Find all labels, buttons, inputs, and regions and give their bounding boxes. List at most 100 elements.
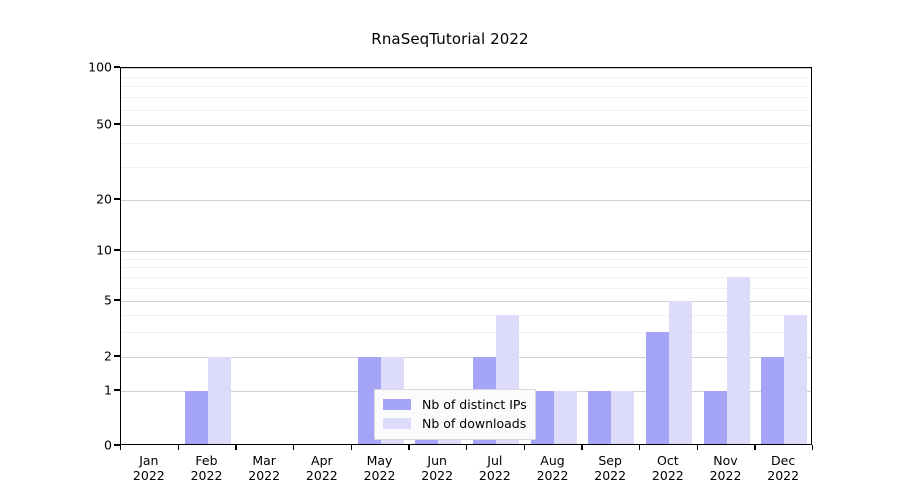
x-tick-mark — [293, 445, 295, 450]
gridline-minor — [121, 86, 811, 88]
legend-swatch-distinct-ips — [383, 399, 411, 410]
chart-title: RnaSeqTutorial 2022 — [371, 30, 529, 48]
x-tick-mark — [177, 445, 180, 450]
x-tick-label-year: 2022 — [709, 468, 742, 483]
bar-distinct-ips — [703, 391, 727, 444]
x-tick-label: Jun 2022 — [421, 453, 453, 483]
gridline-major — [121, 251, 811, 252]
x-tick-label: May 2022 — [364, 453, 396, 483]
y-tick-mark — [114, 66, 120, 68]
x-tick-mark — [466, 445, 468, 450]
gridline-minor — [121, 314, 811, 316]
x-tick-mark — [812, 445, 814, 450]
x-tick-label-year: 2022 — [190, 468, 223, 483]
gridline-minor — [121, 267, 811, 269]
x-tick-label: Feb 2022 — [191, 453, 223, 483]
bar-distinct-ips — [761, 357, 785, 444]
bar-downloads — [207, 357, 231, 444]
x-tick-label: Jul 2022 — [479, 453, 511, 483]
x-tick-mark — [235, 445, 237, 450]
x-tick-label: Apr 2022 — [306, 453, 338, 483]
x-tick-mark — [754, 445, 756, 450]
y-tick-mark — [114, 123, 120, 125]
x-tick-mark — [639, 445, 641, 450]
x-tick-label-month: Feb — [195, 453, 218, 468]
x-tick-label-year: 2022 — [132, 468, 165, 483]
x-tick-label-month: May — [366, 453, 393, 468]
x-tick-label: Oct 2022 — [652, 453, 684, 483]
bar-distinct-ips — [530, 391, 554, 444]
gridline-minor — [121, 110, 811, 111]
y-tick-label: 5 — [104, 292, 112, 308]
x-tick-label-month: Aug — [540, 453, 565, 468]
x-tick-label-month: Nov — [713, 453, 738, 468]
y-tick-label: 20 — [96, 191, 112, 207]
x-tick-mark — [120, 445, 122, 450]
x-axis-labels: Jan 2022 Feb 2022 Mar 2022 Apr 2022 May 2022 Jun 20… — [120, 445, 812, 497]
x-tick-label-month: Oct — [657, 453, 679, 468]
x-tick-label-year: 2022 — [248, 468, 281, 483]
x-tick-label-year: 2022 — [594, 468, 627, 483]
x-tick-label-year: 2022 — [767, 468, 800, 483]
gridline-major — [121, 301, 811, 302]
y-axis-labels: 0 1 2 5 10 20 50 100 — [60, 0, 112, 500]
chart-legend: Nb of distinct IPs Nb of downloads — [374, 389, 536, 440]
x-tick-label: Aug 2022 — [537, 453, 569, 483]
bar-distinct-ips — [184, 391, 208, 444]
y-tick-label: 0 — [104, 437, 112, 453]
bar-downloads — [553, 391, 577, 444]
legend-item[interactable]: Nb of downloads — [383, 414, 527, 433]
y-tick-label: 1 — [104, 382, 112, 398]
x-tick-label-year: 2022 — [536, 468, 569, 483]
x-tick-label-month: Jul — [487, 453, 503, 468]
x-tick-label-month: Jun — [427, 453, 447, 468]
gridline-major — [121, 125, 811, 126]
gridline-minor — [121, 143, 811, 145]
x-tick-mark — [408, 445, 410, 450]
y-tick-mark — [114, 444, 120, 446]
gridline-major — [121, 357, 811, 358]
y-tick-mark — [114, 198, 120, 200]
gridline-minor — [121, 76, 811, 78]
x-tick-label-year: 2022 — [363, 468, 396, 483]
y-tick-mark — [114, 299, 120, 301]
legend-label: Nb of downloads — [422, 416, 527, 431]
y-tick-label: 2 — [104, 348, 112, 364]
gridline-major — [121, 68, 811, 69]
bar-downloads — [611, 391, 635, 444]
x-tick-label-month: Sep — [598, 453, 622, 468]
x-tick-mark — [523, 445, 526, 450]
gridline-minor — [121, 276, 811, 278]
bar-distinct-ips — [588, 391, 612, 444]
x-tick-mark — [350, 445, 353, 450]
gridline-minor — [121, 258, 811, 260]
gridline-minor — [121, 287, 811, 289]
bar-distinct-ips — [645, 332, 669, 444]
legend-item[interactable]: Nb of distinct IPs — [383, 395, 527, 414]
legend-swatch-downloads — [383, 418, 411, 429]
x-tick-label-month: Dec — [771, 453, 796, 468]
gridline-major — [121, 200, 811, 201]
bar-downloads — [726, 276, 750, 444]
gridline-minor — [121, 97, 811, 99]
x-tick-label: Sep 2022 — [594, 453, 626, 483]
legend-label: Nb of distinct IPs — [422, 397, 527, 412]
bar-downloads — [668, 301, 692, 444]
x-tick-label-year: 2022 — [421, 468, 454, 483]
gridline-minor — [121, 332, 811, 334]
x-tick-label: Jan 2022 — [133, 453, 165, 483]
y-tick-label: 100 — [88, 59, 112, 75]
y-tick-mark — [114, 389, 120, 391]
y-tick-label: 50 — [96, 116, 112, 132]
x-tick-label: Nov 2022 — [710, 453, 742, 483]
x-tick-mark — [581, 445, 583, 450]
gridline-minor — [121, 166, 811, 168]
x-tick-label-month: Apr — [311, 453, 333, 468]
x-tick-label-year: 2022 — [305, 468, 338, 483]
bar-downloads — [784, 314, 808, 444]
x-tick-label-month: Jan — [139, 453, 159, 468]
x-tick-label-year: 2022 — [478, 468, 511, 483]
y-tick-mark — [114, 355, 120, 357]
x-tick-mark — [696, 445, 699, 450]
